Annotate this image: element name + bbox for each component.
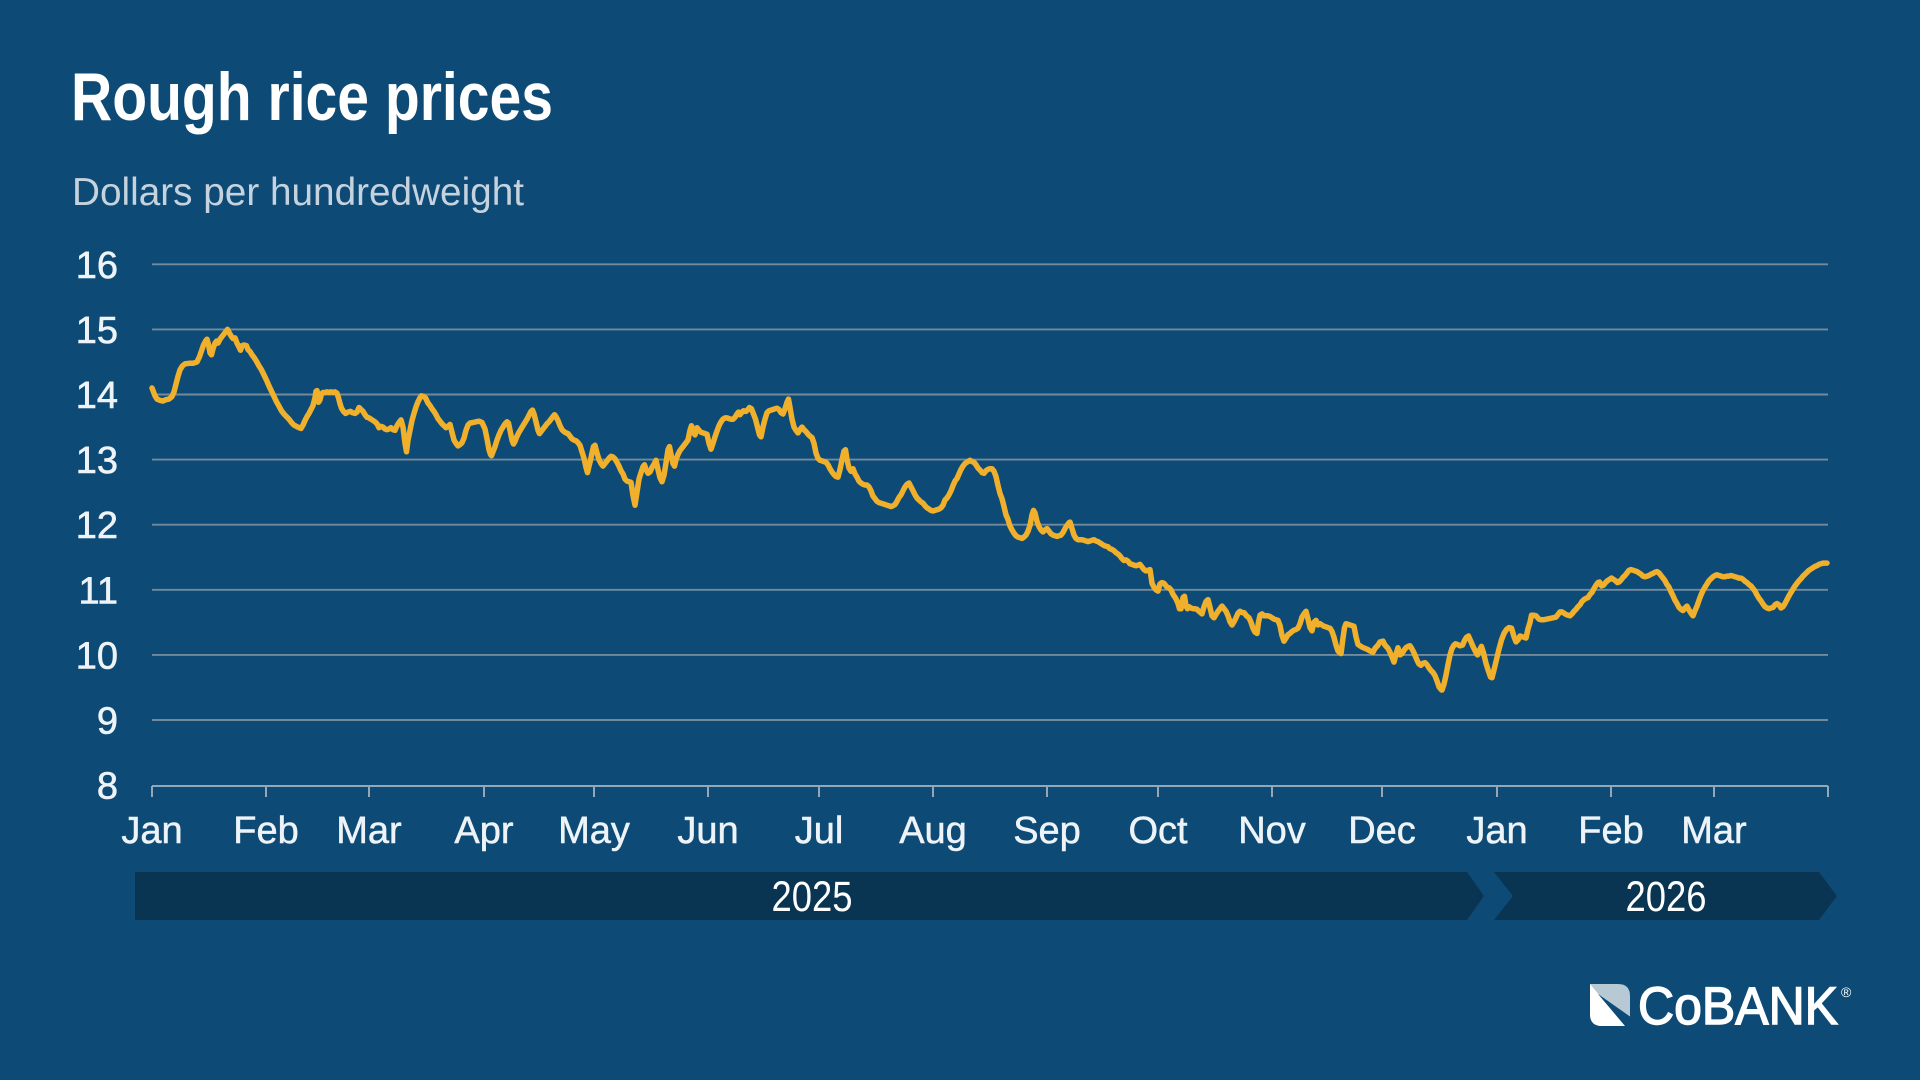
svg-text:Sep: Sep [1013, 810, 1081, 852]
svg-text:CoBANK: CoBANK [1638, 977, 1838, 1036]
svg-text:Mar: Mar [336, 810, 402, 852]
svg-text:Jan: Jan [1466, 810, 1527, 852]
svg-text:®: ® [1841, 984, 1852, 1000]
svg-text:Dollars per hundredweight: Dollars per hundredweight [72, 171, 524, 214]
svg-text:13: 13 [76, 440, 118, 482]
svg-text:8: 8 [97, 766, 118, 808]
svg-text:Aug: Aug [899, 810, 967, 852]
svg-text:May: May [558, 810, 630, 852]
svg-text:11: 11 [79, 570, 118, 612]
svg-text:2025: 2025 [772, 874, 853, 921]
svg-text:Mar: Mar [1681, 810, 1747, 852]
svg-text:Jan: Jan [121, 810, 182, 852]
svg-text:Feb: Feb [1578, 810, 1643, 852]
svg-text:15: 15 [76, 310, 118, 352]
svg-text:2026: 2026 [1626, 874, 1707, 921]
svg-text:Oct: Oct [1128, 810, 1188, 852]
svg-text:14: 14 [76, 375, 118, 417]
svg-text:Feb: Feb [233, 810, 298, 852]
svg-text:12: 12 [76, 505, 118, 547]
svg-text:9: 9 [97, 701, 118, 743]
svg-text:Dec: Dec [1348, 810, 1416, 852]
svg-text:Nov: Nov [1238, 810, 1306, 852]
svg-text:Jul: Jul [795, 810, 844, 852]
svg-text:Rough rice prices: Rough rice prices [71, 59, 553, 135]
svg-text:Jun: Jun [677, 810, 738, 852]
svg-text:16: 16 [76, 245, 118, 287]
svg-text:Apr: Apr [454, 810, 513, 852]
svg-text:10: 10 [76, 635, 118, 677]
